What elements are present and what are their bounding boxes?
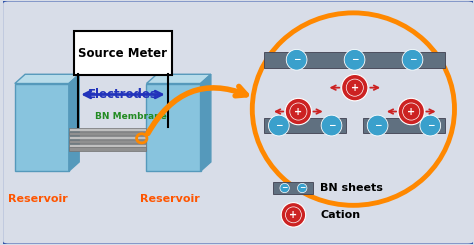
Text: BN Membrane: BN Membrane <box>95 112 166 121</box>
Bar <box>69 147 146 150</box>
Ellipse shape <box>344 49 365 70</box>
Text: Electrodes: Electrodes <box>88 88 158 101</box>
Bar <box>264 52 445 68</box>
Ellipse shape <box>367 115 388 136</box>
Ellipse shape <box>342 74 368 101</box>
Polygon shape <box>146 74 211 84</box>
Text: +: + <box>294 107 302 117</box>
Bar <box>69 136 146 139</box>
Bar <box>273 182 313 194</box>
Text: +: + <box>351 83 359 93</box>
Ellipse shape <box>398 98 424 125</box>
Text: −: − <box>374 121 382 130</box>
Text: Cation: Cation <box>320 210 361 220</box>
Text: −: − <box>282 184 288 193</box>
Text: Reservoir: Reservoir <box>140 194 200 204</box>
Text: −: − <box>427 121 434 130</box>
Bar <box>146 84 201 171</box>
Ellipse shape <box>321 115 342 136</box>
Text: Source Meter: Source Meter <box>78 47 167 60</box>
Text: Reservoir: Reservoir <box>9 194 68 204</box>
Bar <box>69 144 146 147</box>
Ellipse shape <box>285 98 311 125</box>
Ellipse shape <box>402 49 423 70</box>
Bar <box>69 140 146 143</box>
Polygon shape <box>69 74 79 171</box>
Ellipse shape <box>252 13 455 205</box>
Ellipse shape <box>286 49 307 70</box>
Text: +: + <box>407 107 415 117</box>
Ellipse shape <box>420 115 441 136</box>
Bar <box>363 118 445 134</box>
Ellipse shape <box>268 115 289 136</box>
Ellipse shape <box>298 184 307 193</box>
Text: −: − <box>299 184 305 193</box>
FancyBboxPatch shape <box>73 31 173 75</box>
Bar <box>15 84 69 171</box>
Text: BN sheets: BN sheets <box>320 183 383 193</box>
Bar <box>69 132 146 135</box>
Polygon shape <box>201 74 211 171</box>
Polygon shape <box>15 74 79 84</box>
Text: −: − <box>351 55 358 64</box>
Text: −: − <box>328 121 335 130</box>
Ellipse shape <box>281 203 306 227</box>
Text: −: − <box>409 55 416 64</box>
Text: −: − <box>293 55 301 64</box>
Ellipse shape <box>280 184 289 193</box>
Bar <box>69 128 146 131</box>
Text: +: + <box>289 210 298 220</box>
Text: −: − <box>275 121 283 130</box>
Bar <box>264 118 346 134</box>
